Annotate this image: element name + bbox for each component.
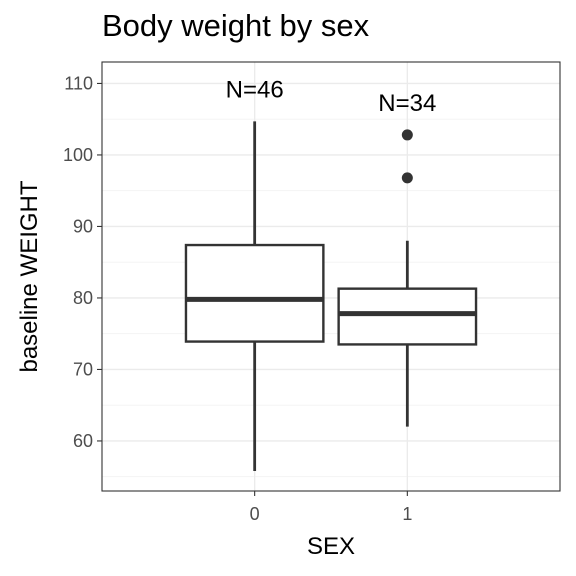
n-label: N=34	[378, 90, 436, 117]
box-group: N=46	[184, 76, 325, 471]
y-tick-label: 80	[73, 288, 93, 308]
box-iqr	[184, 243, 325, 343]
chart-title: Body weight by sex	[102, 8, 370, 43]
outlier-point	[401, 129, 413, 141]
panel-border	[101, 61, 561, 492]
y-tick-label: 100	[63, 145, 93, 165]
axis-ticks: 60 70 80 90 100 110 0 1	[63, 73, 412, 524]
outlier-point	[401, 172, 413, 184]
y-tick-label: 90	[73, 216, 93, 236]
box-iqr	[337, 287, 478, 346]
box-series: N=46 N=34	[184, 76, 478, 471]
n-label: N=46	[226, 76, 284, 103]
box-group: N=34	[337, 90, 478, 427]
x-tick-label: 0	[250, 504, 260, 524]
y-axis-title: baseline WEIGHT	[16, 180, 43, 372]
x-tick-label: 1	[402, 504, 412, 524]
y-tick-label: 70	[73, 359, 93, 379]
grid-lines	[102, 62, 560, 491]
y-tick-label: 60	[73, 431, 93, 451]
y-tick-label: 110	[64, 73, 93, 93]
x-axis-title: SEX	[307, 533, 355, 560]
